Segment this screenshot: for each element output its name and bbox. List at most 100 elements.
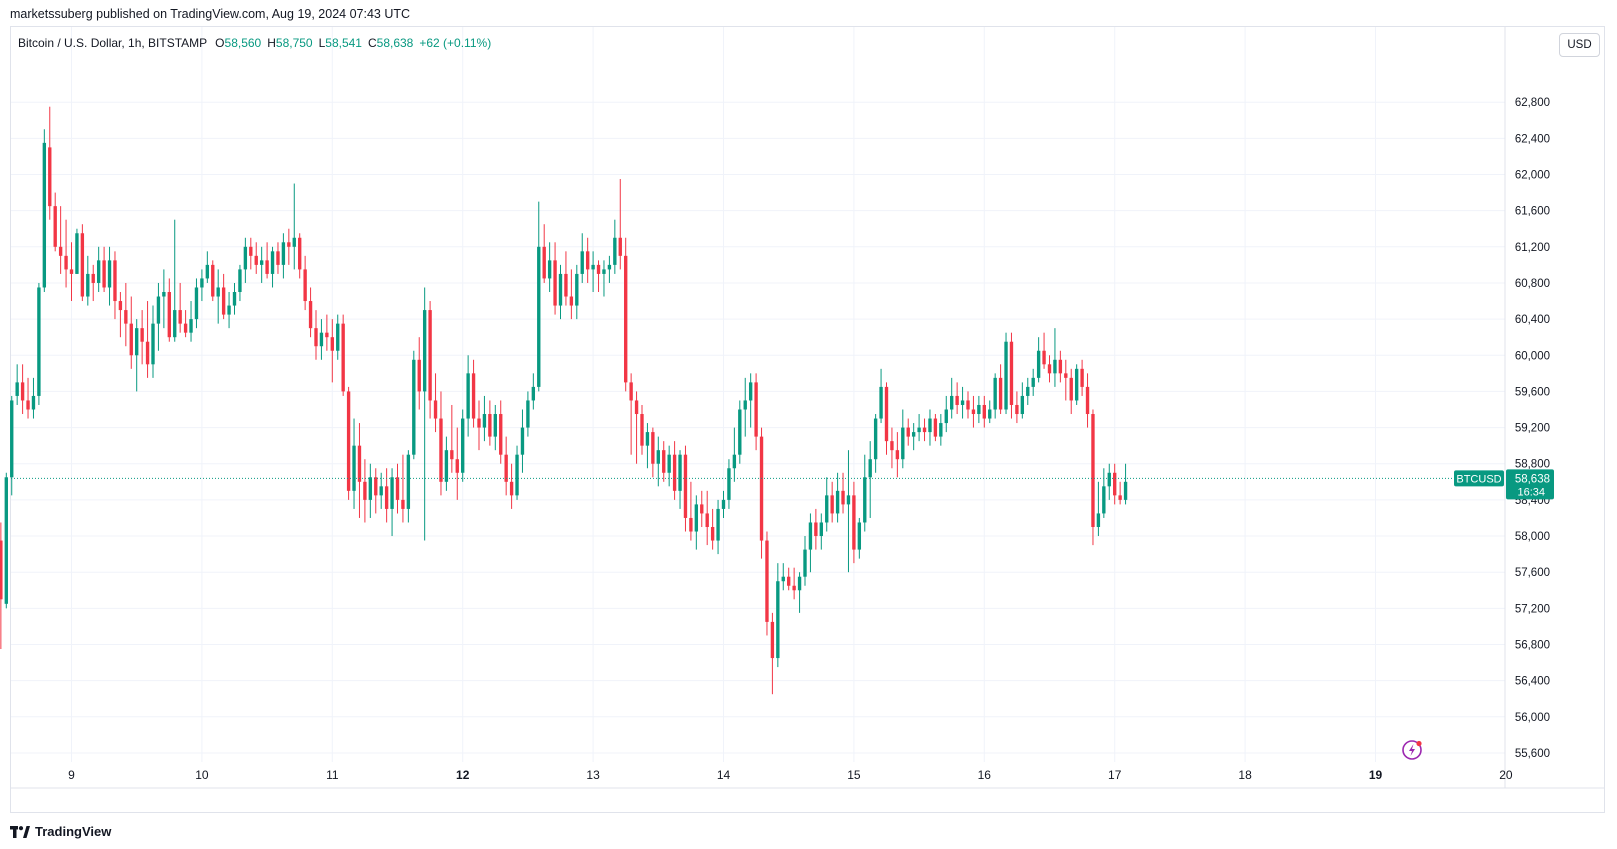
lightning-icon[interactable] [1402, 740, 1422, 760]
currency-button[interactable]: USD [1559, 33, 1600, 57]
candle [151, 305, 155, 378]
tradingview-logo[interactable]: TradingView [10, 824, 111, 839]
time-tick-label: 11 [326, 768, 339, 782]
candle [895, 432, 900, 478]
candle-body [4, 477, 8, 604]
legend-symbol[interactable]: Bitcoin / U.S. Dollar, 1h, BITSTAMP [18, 36, 208, 50]
candle-body [368, 477, 373, 500]
candle [689, 481, 693, 541]
candle [558, 264, 563, 320]
candle [825, 477, 829, 532]
candle-body [75, 233, 79, 274]
legend-low: 58,541 [325, 36, 362, 50]
candle-body [814, 522, 818, 537]
price-axis-labels: 55,600 56,000 56,400 56,800 57,200 57,600 58,0… [1515, 97, 1550, 760]
candle-body [31, 395, 36, 410]
candle [75, 228, 79, 274]
candle [672, 441, 677, 500]
candle-body [80, 233, 85, 297]
candle-body [417, 359, 421, 392]
candle [254, 242, 258, 274]
candle [167, 278, 171, 342]
candle [993, 373, 997, 419]
price-tag-bg [1506, 469, 1554, 500]
candle-body [743, 400, 747, 410]
legend-high-key: H [267, 36, 276, 50]
candle-body [1069, 377, 1073, 401]
candle-body [205, 264, 210, 279]
candle-body [10, 400, 14, 478]
candle [580, 233, 584, 283]
candle-body [781, 576, 785, 582]
candle-body [732, 454, 737, 469]
candle-body [178, 310, 182, 324]
candle [716, 499, 720, 555]
candle [42, 129, 47, 292]
price-tag-countdown: 16:34 [1517, 486, 1545, 498]
candle-body [591, 264, 595, 270]
candle [162, 269, 166, 329]
candle-body [194, 287, 199, 320]
candle-body [58, 246, 63, 256]
candle [656, 436, 660, 487]
time-tick-label: 17 [1108, 768, 1122, 782]
candle-body [1047, 364, 1052, 374]
candle [1064, 359, 1068, 401]
candle-body [461, 418, 465, 473]
price-tick-label: 61,600 [1515, 206, 1550, 218]
candle-body [857, 522, 862, 550]
candle [183, 310, 188, 338]
price-tick-label: 62,000 [1515, 170, 1550, 182]
candle-body [124, 310, 128, 324]
candle-body [91, 273, 95, 283]
candle [917, 414, 921, 442]
candle-body [477, 418, 481, 428]
candle-body [69, 269, 74, 274]
candle-body [259, 260, 264, 265]
time-axis-labels: 9 10 11 12 13 14 15 16 17 18 19 20 [68, 768, 1513, 782]
candle-body [1004, 341, 1008, 410]
candle [341, 314, 345, 396]
candle-body [596, 264, 601, 274]
price-tick-label: 57,200 [1515, 603, 1550, 615]
candle [346, 386, 351, 500]
candle-body [825, 495, 829, 523]
candle-body [428, 310, 432, 401]
candle-body [694, 504, 699, 532]
candle [602, 260, 606, 297]
candle-body [292, 237, 296, 247]
candle-body [20, 382, 25, 401]
candle-body [173, 310, 177, 338]
candle [526, 391, 530, 437]
candle-body [634, 400, 639, 415]
candle-body [86, 273, 90, 297]
candle [336, 314, 340, 360]
candle-body [357, 445, 362, 482]
candle-body [341, 323, 345, 392]
candle [873, 414, 878, 473]
candle [86, 255, 90, 306]
candle [173, 219, 177, 342]
candle-body [515, 454, 519, 496]
candle [232, 282, 237, 315]
candle-body [700, 504, 704, 514]
candle [1047, 355, 1052, 383]
candle [211, 260, 215, 302]
candle [933, 414, 938, 442]
candle-body [1096, 513, 1101, 527]
candle [194, 278, 199, 329]
candle-body [841, 490, 845, 505]
candle-body [145, 341, 150, 365]
candle-body [988, 409, 992, 419]
candle [363, 459, 367, 523]
candle-body [727, 468, 731, 500]
candle [178, 282, 182, 333]
candle-body [787, 576, 791, 586]
legend-high: 58,750 [275, 36, 313, 50]
candle-body [287, 242, 291, 247]
candle [770, 612, 775, 695]
candle [629, 373, 633, 455]
candle-body [835, 490, 840, 514]
candle [395, 463, 400, 514]
